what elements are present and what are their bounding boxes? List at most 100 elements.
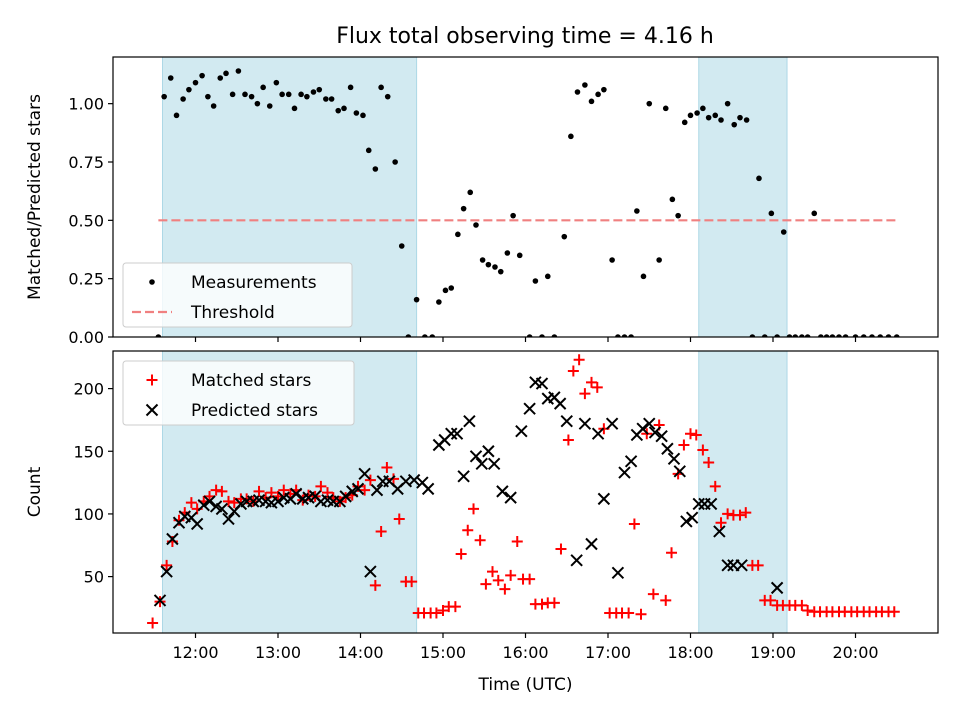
measurement-point <box>829 334 836 337</box>
measurement-point <box>504 250 511 256</box>
matched-point <box>161 559 173 571</box>
measurement-point <box>568 133 574 140</box>
measurement-point <box>681 119 688 126</box>
measurement-point <box>155 334 162 337</box>
matched-point <box>666 547 678 559</box>
predicted-point <box>364 565 377 578</box>
matched-point <box>278 484 290 496</box>
matched-point <box>796 599 808 611</box>
measurement-point <box>384 93 391 100</box>
measurement-point <box>353 110 360 116</box>
measurement-point <box>149 279 155 285</box>
matched-point <box>562 434 574 446</box>
measurement-point <box>455 231 461 238</box>
matched-point <box>375 525 387 537</box>
measurement-point <box>460 205 467 212</box>
measurement-point <box>442 287 449 294</box>
measurement-point <box>398 243 405 249</box>
data-points <box>155 68 900 337</box>
matched-point <box>579 388 591 400</box>
measurement-point <box>436 299 442 305</box>
predicted-point <box>407 473 421 487</box>
measurement-point <box>335 107 342 114</box>
y-tick-label: 150 <box>73 442 104 461</box>
matched-point <box>586 376 597 388</box>
matched-point <box>715 517 727 529</box>
y-tick-label: 0.00 <box>68 328 104 347</box>
measurement-point <box>656 257 662 263</box>
y-tick-label: 50 <box>84 568 104 587</box>
matched-point <box>740 507 752 519</box>
predicted-point <box>515 425 528 438</box>
predicted-point <box>166 532 179 546</box>
predicted-point <box>222 512 235 526</box>
measurement-point <box>510 212 516 219</box>
matched-point <box>492 574 504 586</box>
measurement-point <box>595 91 601 98</box>
y-axis-label: Count <box>25 466 45 517</box>
predicted-point <box>197 498 210 512</box>
predicted-point <box>618 466 631 479</box>
predicted-point <box>611 566 625 580</box>
measurement-point <box>818 334 824 337</box>
predicted-point <box>190 517 204 531</box>
measurement-point <box>223 70 229 77</box>
predicted-point <box>504 491 517 504</box>
legend-label: Matched stars <box>191 371 311 391</box>
matched-point <box>474 534 486 546</box>
measurement-point <box>718 117 724 123</box>
predicted-point <box>271 495 285 508</box>
matched-point <box>437 604 449 616</box>
measurement-point <box>574 89 581 95</box>
predicted-point <box>145 403 159 417</box>
measurement-point <box>467 189 474 196</box>
measurement-point <box>640 273 647 280</box>
predicted-point <box>704 497 718 511</box>
measurement-point <box>492 264 498 270</box>
predicted-point <box>496 485 509 498</box>
measurement-point <box>173 112 180 119</box>
predicted-point <box>648 426 662 439</box>
matched-point <box>499 583 511 595</box>
measurement-point <box>429 334 436 337</box>
measurement-point <box>473 222 479 228</box>
predicted-point <box>680 515 693 528</box>
legend: Matched stars Predicted stars <box>122 360 355 426</box>
matched-point <box>591 381 603 393</box>
matched-point <box>573 354 585 366</box>
measurement-point <box>621 334 628 337</box>
measurement-point <box>842 334 849 337</box>
measurement-point <box>205 93 211 100</box>
predicted-point <box>469 450 483 463</box>
measurement-point <box>761 334 768 337</box>
predicted-point <box>585 537 598 551</box>
matched-point <box>315 480 327 492</box>
matched-point <box>147 617 159 629</box>
measurement-point <box>372 166 379 172</box>
measurement-point <box>199 72 205 79</box>
predicted-point <box>735 559 748 572</box>
y-tick-label: 0.50 <box>68 211 104 230</box>
measurement-point <box>662 105 669 112</box>
measurement-point <box>291 105 298 112</box>
matched-point <box>430 607 442 619</box>
measurement-point <box>694 110 700 116</box>
x-tick-label: 17:00 <box>585 643 631 662</box>
matched-point <box>765 594 777 606</box>
predicted-point <box>597 492 611 506</box>
measurement-point <box>609 257 615 263</box>
matched-point <box>536 598 548 610</box>
predicted-point <box>636 422 649 435</box>
measurement-point <box>731 121 738 128</box>
y-axis-label: Matched/Predicted stars <box>25 94 45 300</box>
measurement-point <box>836 334 842 337</box>
predicted-point <box>358 467 371 481</box>
measurement-point <box>646 100 653 107</box>
matched-point <box>802 604 814 616</box>
predicted-point <box>215 502 229 516</box>
measurement-point <box>235 68 242 74</box>
y-tick-label: 200 <box>73 380 104 399</box>
measurement-point <box>532 278 539 284</box>
predicted-point <box>160 565 173 578</box>
